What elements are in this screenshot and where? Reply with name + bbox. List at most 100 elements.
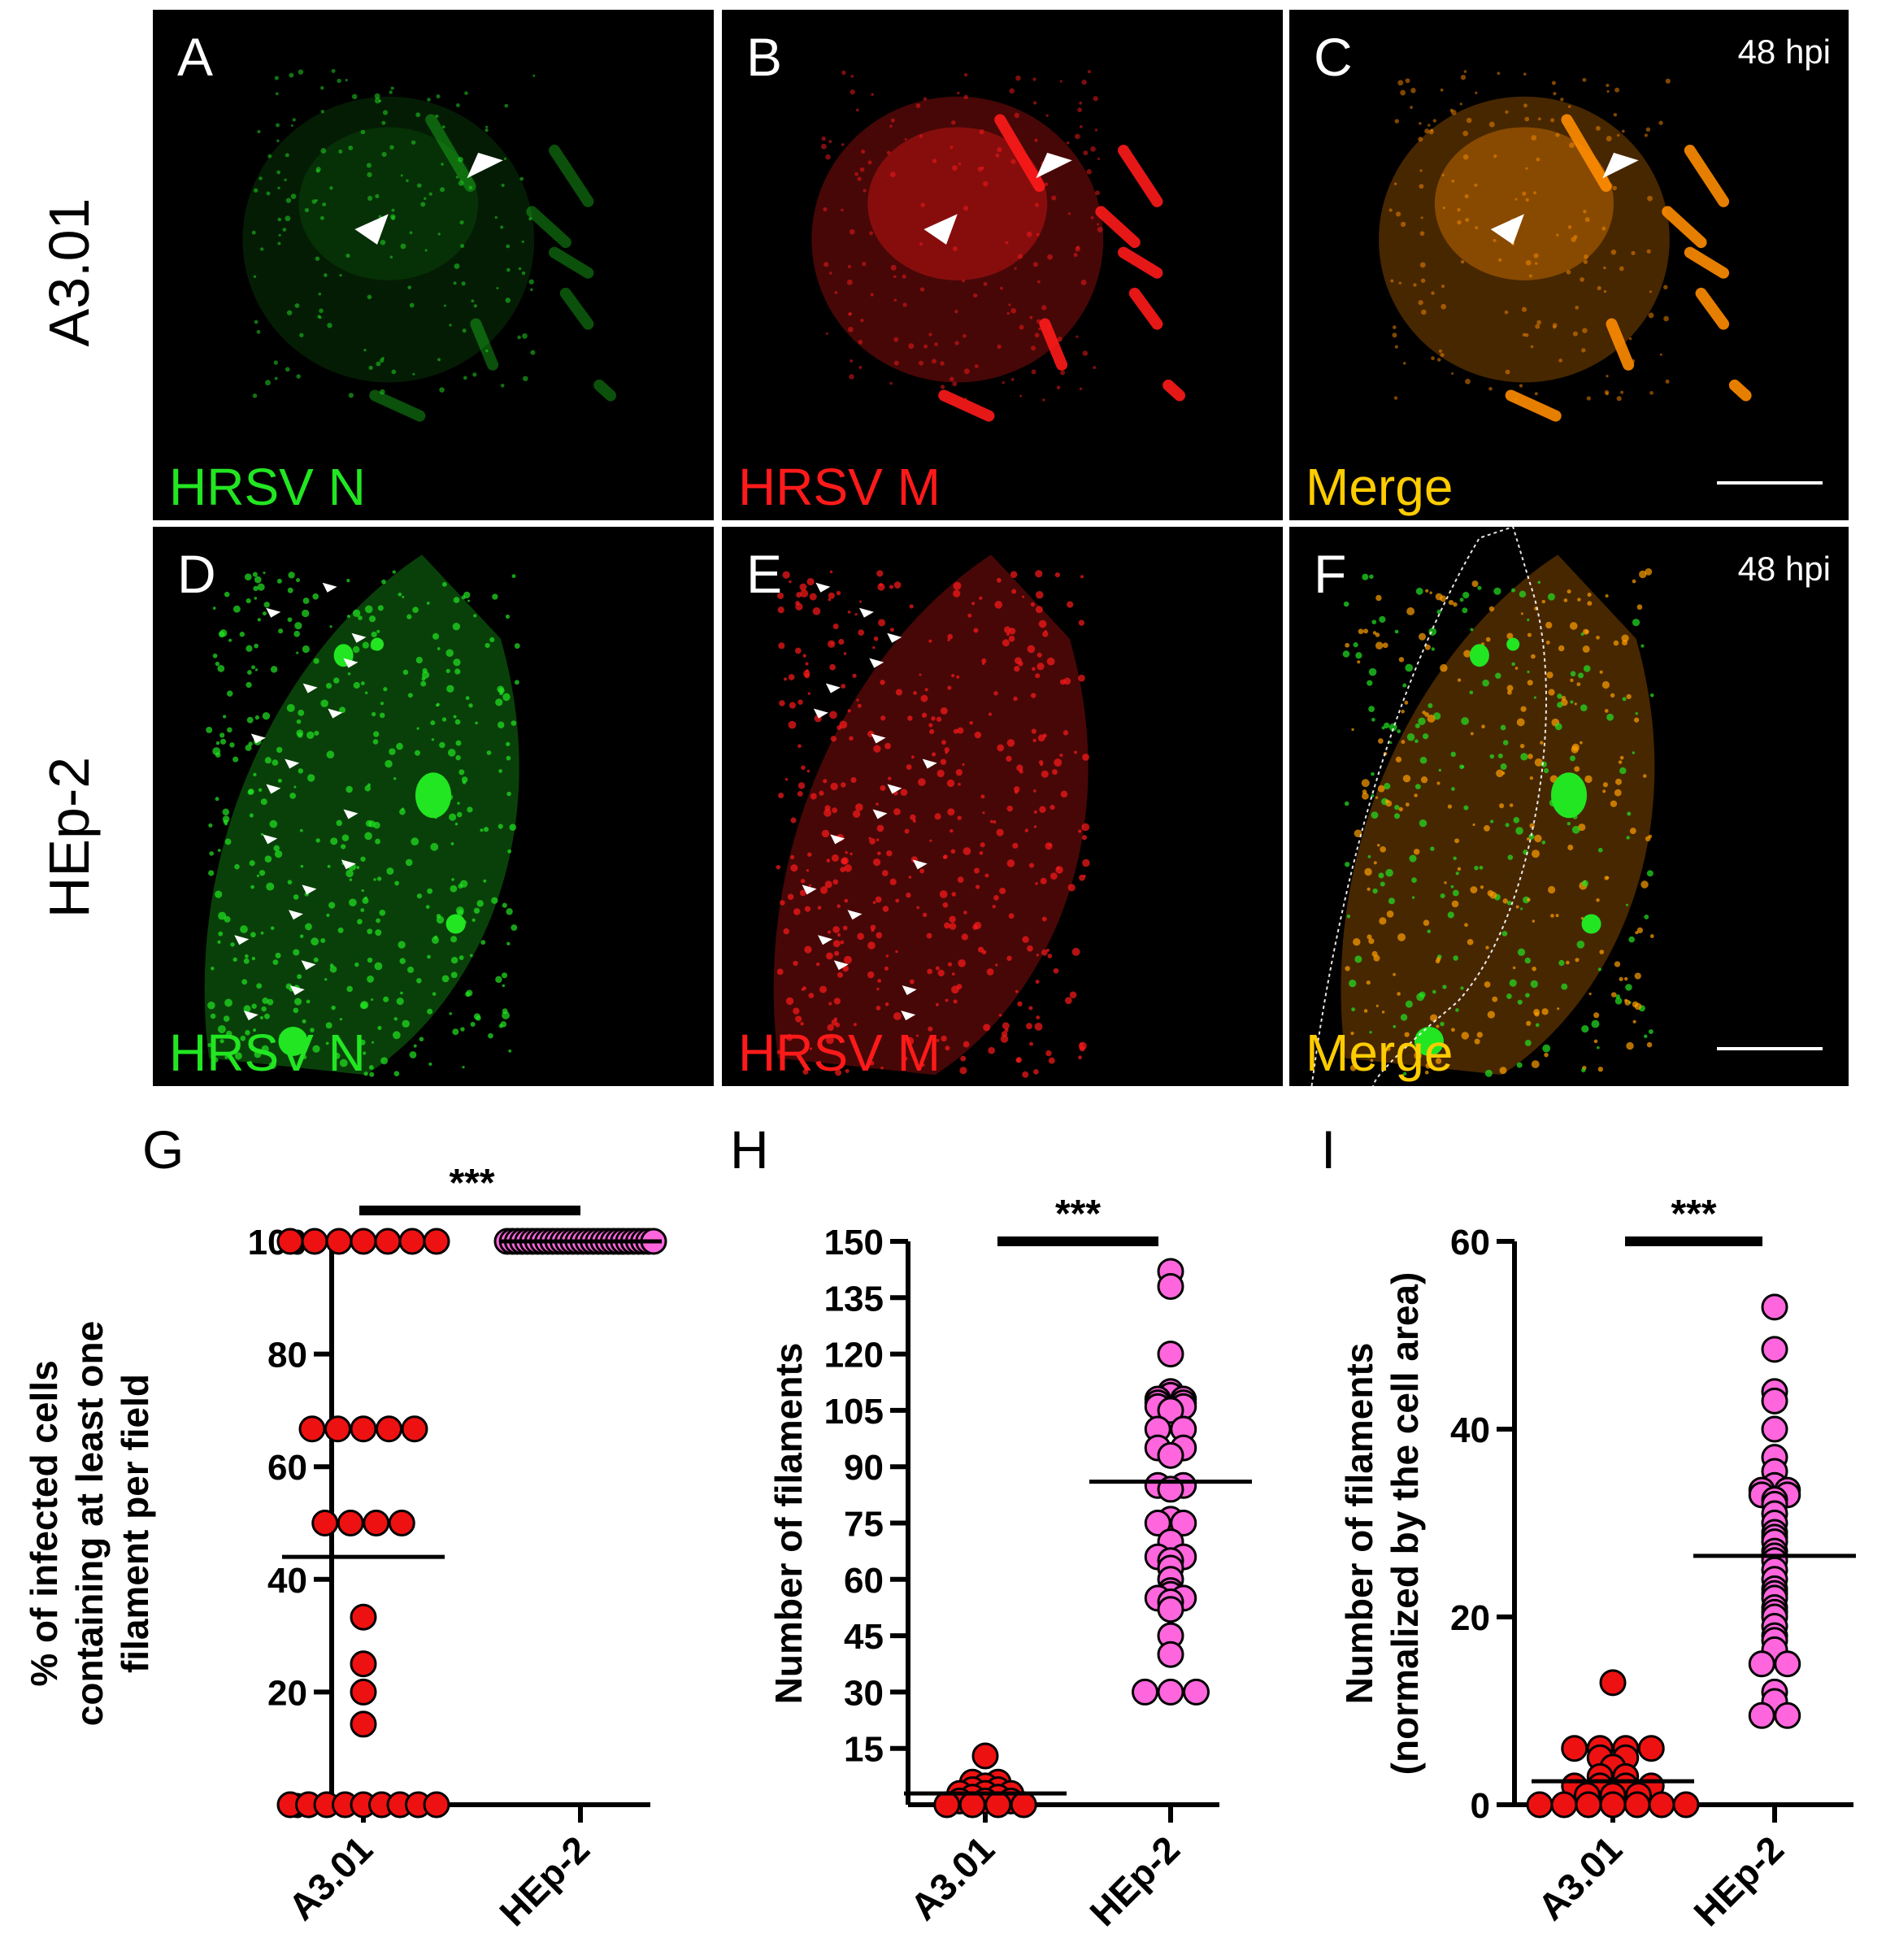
channel-label: HRSV M [738,458,941,516]
y-tick-label: 120 [824,1336,884,1375]
data-point [1526,1791,1554,1819]
data-point [1183,1678,1210,1706]
data-point [401,1415,428,1443]
data-point [1170,1510,1197,1536]
y-tick-label: 45 [844,1617,884,1657]
data-point [374,1228,402,1255]
data-point [1774,1650,1801,1678]
data-point [1761,1387,1788,1415]
timepoint-label: 48 hpi [1737,550,1831,588]
y-tick-label: 20 [267,1673,307,1713]
data-point [1157,1441,1184,1469]
y-axis-label: % of infected cells containing at least o… [21,1215,158,1832]
significance-stars: *** [449,1162,494,1205]
panel-letter: F [1314,544,1347,604]
y-axis-label-line: containing at least one [68,1320,111,1726]
y-tick-label: 20 [1450,1598,1490,1638]
data-point [1637,1735,1665,1762]
data-point [1575,1791,1602,1819]
x-tick-label: HEp-2 [491,1827,598,1934]
x-tick-label: A3.01 [902,1827,1003,1928]
data-point [388,1510,415,1536]
data-point [350,1710,377,1738]
y-tick-label: 150 [824,1223,884,1262]
data-point [350,1603,377,1631]
data-point [958,1791,986,1819]
channel-label: Merge [1306,1023,1454,1082]
y-axis-label-line: (normalized by the cell area) [1384,1271,1426,1775]
data-point [1157,1641,1184,1668]
channel-label: HRSV N [169,458,366,516]
data-point [301,1228,328,1255]
x-tick-label: A3.01 [1530,1827,1631,1928]
micrograph-image [773,554,1090,1078]
significance-stars: *** [1671,1193,1716,1236]
data-point [276,1228,304,1255]
y-axis-label-line: filament per field [114,1373,156,1673]
micrograph-image [204,554,520,1077]
micrograph-a: A HRSV N [153,10,714,520]
data-point [1550,1791,1578,1819]
y-axis-label-line: Number of filaments [767,1342,810,1704]
data-point [1157,1272,1184,1300]
chart-letter: G [142,1119,185,1180]
timepoint-label: 48 hpi [1737,33,1831,71]
scale-bar [1717,1047,1823,1050]
data-point [1561,1735,1588,1762]
y-tick-label: 0 [1471,1786,1490,1826]
y-tick-label: 75 [844,1505,884,1545]
scale-bar [1717,481,1823,485]
data-point [350,1228,377,1255]
data-point [337,1510,364,1536]
significance-stars: *** [1055,1193,1101,1236]
y-axis-label-line: Number of filaments [1338,1342,1380,1704]
panel-letter: B [746,27,783,87]
data-point [1599,1669,1627,1697]
micrograph-b: B HRSV M [722,10,1283,520]
y-axis-label-line: % of infected cells [23,1359,65,1687]
data-point [933,1791,961,1819]
data-point [1761,1336,1788,1363]
panel-letter: D [177,544,216,604]
data-point [1672,1791,1700,1819]
y-tick-label: 60 [267,1448,307,1488]
channel-label: Merge [1306,458,1454,516]
y-tick-label: 105 [824,1392,884,1432]
y-tick-label: 80 [267,1336,307,1375]
micrograph-image [242,68,616,422]
micrograph-f: F 48 hpi Merge [1289,527,1849,1086]
y-axis-label: Number of filaments (normalized by the ce… [1336,1215,1428,1832]
panel-letter: C [1314,27,1353,87]
data-point [350,1650,377,1678]
y-tick-label: 15 [844,1730,884,1770]
chart-letter: H [730,1119,769,1180]
data-point [363,1510,390,1536]
micrograph-c: C 48 hpi Merge [1289,10,1849,520]
y-tick-label: 30 [844,1673,884,1713]
y-tick-label: 40 [267,1561,307,1601]
data-point [1648,1791,1675,1819]
data-point [1761,1293,1788,1321]
micrograph-e: E HRSV M [722,527,1283,1086]
x-tick-label: HEp-2 [1685,1827,1792,1934]
y-tick-label: 40 [1450,1410,1490,1450]
y-axis-label: Number of filaments [766,1215,811,1832]
y-tick-label: 60 [844,1561,884,1601]
data-point [1623,1791,1651,1819]
channel-label: HRSV N [169,1023,366,1082]
micrograph-image [1310,527,1655,1086]
data-point [325,1228,353,1255]
data-point [1748,1701,1775,1729]
panel-letter: A [177,27,214,87]
data-point [298,1415,326,1443]
data-point [423,1791,450,1819]
data-point [1748,1650,1775,1678]
x-tick-label: A3.01 [280,1827,381,1928]
data-point [311,1510,339,1536]
data-point [1761,1415,1788,1443]
data-point [398,1228,426,1255]
data-point [423,1228,450,1255]
data-point [1157,1341,1184,1368]
data-point [1774,1701,1801,1729]
y-tick-label: 60 [1450,1223,1490,1262]
